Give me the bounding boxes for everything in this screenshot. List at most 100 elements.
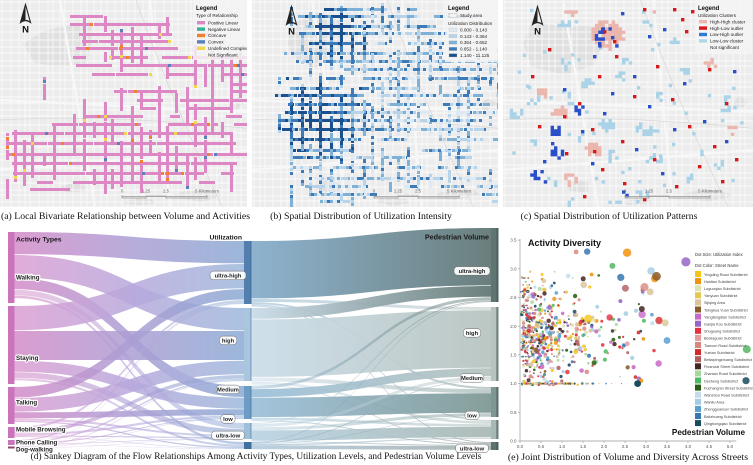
svg-text:Utilization: Utilization <box>210 235 242 242</box>
svg-text:2.5: 2.5 <box>415 189 422 194</box>
svg-text:Medium: Medium <box>461 376 483 382</box>
svg-text:N: N <box>288 27 295 38</box>
svg-text:Talking: Talking <box>16 400 37 407</box>
svg-text:Low-Low cluster: Low-Low cluster <box>710 39 744 44</box>
svg-text:ultra-high: ultra-high <box>215 274 242 280</box>
svg-text:Legend: Legend <box>698 6 720 12</box>
svg-text:Staying: Staying <box>16 355 39 362</box>
svg-text:Dog-walking: Dog-walking <box>16 447 53 454</box>
svg-text:Balizhuang Subdistrict: Balizhuang Subdistrict <box>704 415 743 419</box>
svg-text:3.5: 3.5 <box>664 444 671 449</box>
svg-text:Pedestrian Volume: Pedestrian Volume <box>425 233 489 242</box>
svg-text:Financial Street Subdistrict: Financial Street Subdistrict <box>704 365 750 369</box>
svg-text:low: low <box>223 417 233 423</box>
svg-text:Beitaipingzhuang Subdistrict: Beitaipingzhuang Subdistrict <box>704 358 753 362</box>
svg-text:ultra-low: ultra-low <box>460 447 485 453</box>
svg-text:Negative Linear: Negative Linear <box>208 27 241 32</box>
svg-text:2.5: 2.5 <box>666 189 673 194</box>
svg-text:3.0: 3.0 <box>643 444 650 449</box>
svg-text:Positive Linear: Positive Linear <box>208 20 239 25</box>
svg-text:0.0: 0.0 <box>517 444 524 449</box>
svg-text:1.5: 1.5 <box>580 444 587 449</box>
svg-text:2.5: 2.5 <box>163 189 170 194</box>
svg-text:5 Kilometers: 5 Kilometers <box>195 189 219 194</box>
svg-text:high: high <box>222 339 235 345</box>
svg-text:Luguoqiao Subdistrict: Luguoqiao Subdistrict <box>704 287 741 291</box>
svg-text:0: 0 <box>373 189 376 194</box>
svg-text:ultra-high: ultra-high <box>459 269 486 275</box>
svg-text:3.5: 3.5 <box>510 238 517 243</box>
svg-text:Ganjia Kou Subdistrict: Ganjia Kou Subdistrict <box>704 323 743 327</box>
svg-text:High-Low outlier: High-Low outlier <box>710 26 744 31</box>
svg-text:0.652 - 1.140: 0.652 - 1.140 <box>460 47 488 52</box>
svg-text:2.5: 2.5 <box>510 295 517 300</box>
svg-text:2.0: 2.0 <box>510 324 517 329</box>
svg-text:Legend: Legend <box>448 6 470 12</box>
svg-text:0.000 - 0.143: 0.000 - 0.143 <box>460 27 488 32</box>
svg-text:Pedestrian Volume: Pedestrian Volume <box>672 428 746 437</box>
svg-text:Study area: Study area <box>460 13 483 18</box>
svg-text:1.25: 1.25 <box>394 189 403 194</box>
svg-text:low: low <box>467 414 477 420</box>
svg-text:5 Kilometers: 5 Kilometers <box>447 189 471 194</box>
svg-text:0.143 - 0.364: 0.143 - 0.364 <box>460 34 488 39</box>
svg-text:High-High cluster: High-High cluster <box>710 19 746 24</box>
svg-text:Walking: Walking <box>16 275 40 282</box>
svg-text:Yangfangdian Subdistrict: Yangfangdian Subdistrict <box>704 315 747 319</box>
svg-text:Zhongguancun Subdistrict: Zhongguancun Subdistrict <box>704 408 749 412</box>
svg-text:Concave: Concave <box>208 33 227 38</box>
svg-text:Yingding Road Subdistrict: Yingding Road Subdistrict <box>704 273 748 277</box>
svg-text:1.0: 1.0 <box>510 381 517 386</box>
svg-text:0: 0 <box>624 189 627 194</box>
svg-text:Desheng Subdistrict: Desheng Subdistrict <box>704 379 739 383</box>
svg-text:Yuetan Subdistrict: Yuetan Subdistrict <box>704 351 736 355</box>
svg-text:Tiancun Road Subdistrict: Tiancun Road Subdistrict <box>704 344 747 348</box>
svg-text:Undefined Complex: Undefined Complex <box>208 46 247 51</box>
svg-text:Utilization Clusters: Utilization Clusters <box>698 13 737 18</box>
svg-text:Zhanlan Road Subdistrict: Zhanlan Road Subdistrict <box>704 372 748 376</box>
svg-text:1.0: 1.0 <box>559 444 566 449</box>
svg-text:Not Significant: Not Significant <box>208 52 238 57</box>
svg-text:2.5: 2.5 <box>622 444 629 449</box>
svg-text:2.0: 2.0 <box>601 444 608 449</box>
svg-text:N: N <box>534 27 541 38</box>
svg-text:4.0: 4.0 <box>685 444 692 449</box>
svg-text:Tsinghua Yuan Subdistrict: Tsinghua Yuan Subdistrict <box>704 308 749 312</box>
svg-text:Not significant: Not significant <box>710 45 740 50</box>
svg-text:Fuchang'an Street Subdistrict: Fuchang'an Street Subdistrict <box>704 386 753 390</box>
svg-text:5.0: 5.0 <box>727 444 734 449</box>
svg-text:1.25: 1.25 <box>142 189 151 194</box>
svg-text:ultra-low: ultra-low <box>216 434 241 440</box>
svg-text:1.25: 1.25 <box>645 189 654 194</box>
svg-text:Type of Relationship: Type of Relationship <box>196 13 238 18</box>
svg-text:0: 0 <box>121 189 124 194</box>
svg-text:Low-High outlier: Low-High outlier <box>710 32 744 37</box>
svg-text:0.0: 0.0 <box>510 439 517 444</box>
svg-text:Qinghongqiao Subdistrict: Qinghongqiao Subdistrict <box>704 422 747 426</box>
svg-text:0.5: 0.5 <box>538 444 545 449</box>
svg-text:3.0: 3.0 <box>510 266 517 271</box>
svg-text:Convex: Convex <box>208 40 224 45</box>
svg-text:Legend: Legend <box>196 6 218 12</box>
svg-text:1.140 - 11.125: 1.140 - 11.125 <box>460 53 490 58</box>
svg-text:Activity Types: Activity Types <box>16 237 62 244</box>
svg-text:0.5: 0.5 <box>510 410 517 415</box>
svg-text:Activity Diversity: Activity Diversity <box>528 238 601 248</box>
svg-text:Utilization Distribution: Utilization Distribution <box>448 21 493 26</box>
svg-text:Dot Color: Street Name: Dot Color: Street Name <box>695 263 739 268</box>
svg-text:Wanliu Area: Wanliu Area <box>704 401 725 405</box>
svg-text:4.5: 4.5 <box>706 444 713 449</box>
svg-text:Shuguang Subdistrict: Shuguang Subdistrict <box>704 330 741 334</box>
svg-text:0.364 - 0.652: 0.364 - 0.652 <box>460 40 488 45</box>
svg-text:Sijiqing Area: Sijiqing Area <box>704 301 726 305</box>
svg-text:N: N <box>22 25 29 36</box>
svg-text:1.5: 1.5 <box>510 353 517 358</box>
svg-text:high: high <box>466 331 479 337</box>
svg-text:Phone Calling: Phone Calling <box>16 440 57 447</box>
svg-text:Mobile Browsing: Mobile Browsing <box>16 427 66 434</box>
svg-text:Beixiaguan Subdistrict: Beixiaguan Subdistrict <box>704 337 743 341</box>
svg-text:5 Kilometers: 5 Kilometers <box>698 189 722 194</box>
svg-text:Dot Size: Utilization Index: Dot Size: Utilization Index <box>695 252 744 257</box>
svg-text:Yanyuan Subdistrict: Yanyuan Subdistrict <box>704 294 738 298</box>
svg-text:Wanshou Road Subdistrict: Wanshou Road Subdistrict <box>704 394 750 398</box>
